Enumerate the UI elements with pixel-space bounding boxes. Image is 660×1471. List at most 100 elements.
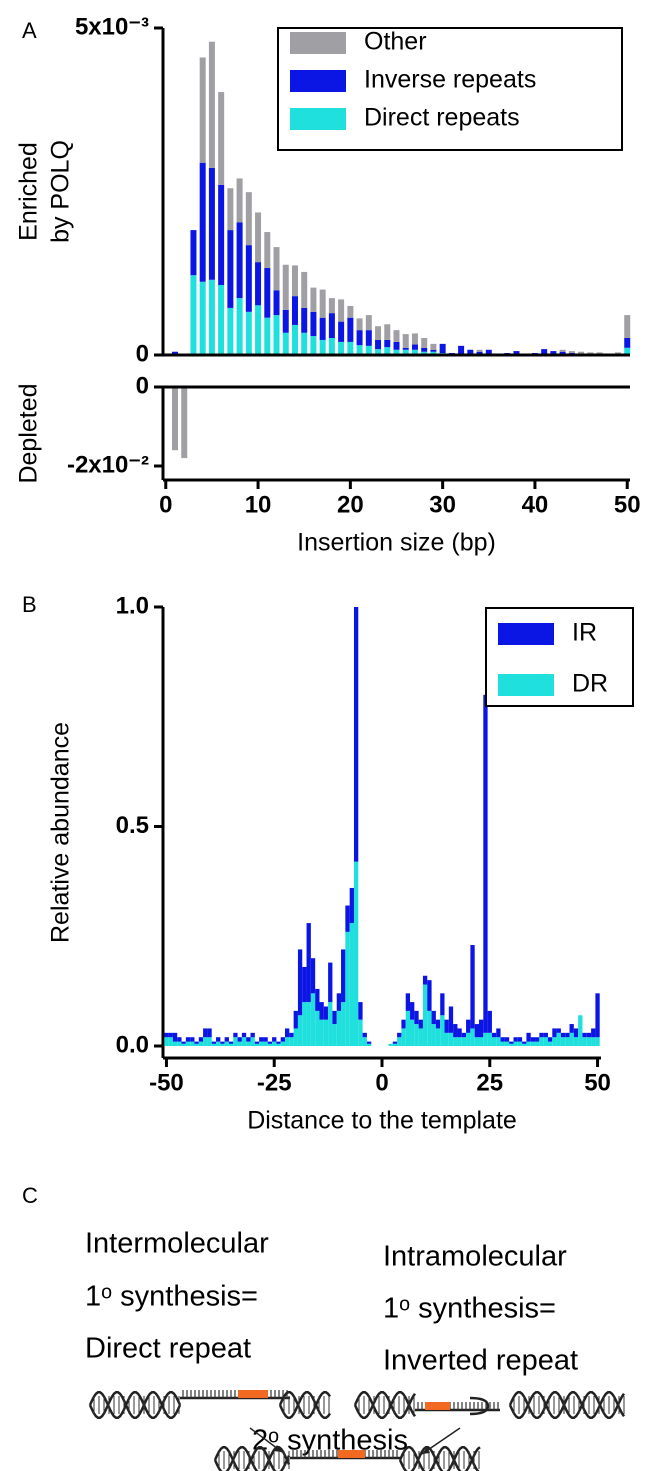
bar-segment <box>228 1043 234 1046</box>
bar-segment <box>550 351 557 355</box>
bar-segment <box>282 332 289 355</box>
bar-segment <box>332 1010 337 1025</box>
bar-segment <box>414 1024 419 1046</box>
bar-segment <box>255 305 262 355</box>
bar-segment <box>264 268 271 318</box>
bar-segment <box>411 349 418 355</box>
bar-segment <box>353 607 359 862</box>
bar-segment <box>483 694 488 1033</box>
bar-segment <box>208 41 215 168</box>
bar-segment <box>448 1032 454 1046</box>
bar-segment <box>328 1002 333 1046</box>
bar-segment <box>259 1041 264 1046</box>
bar-segment <box>552 1028 557 1038</box>
bar-segment <box>595 993 600 1038</box>
bar-segment <box>227 188 234 231</box>
bar-segment <box>422 975 428 985</box>
bar-segment <box>267 1043 273 1046</box>
bar-segment <box>530 1037 536 1042</box>
bar-segment <box>578 351 585 354</box>
bar-segment <box>164 1032 169 1038</box>
bar-segment <box>347 341 354 355</box>
bar-segment <box>487 1010 492 1033</box>
bar-segment <box>435 1019 441 1029</box>
bar-segment <box>291 324 298 355</box>
bar-segment <box>289 1037 294 1046</box>
bar-segment <box>435 1028 441 1046</box>
dna-loop <box>469 1396 490 1416</box>
diagram-text: Intramolecular <box>383 1241 567 1273</box>
bar-segment <box>421 347 428 352</box>
x-tick-label: 0 <box>159 491 172 518</box>
bar-segment <box>556 1032 561 1046</box>
bar-segment <box>405 1010 411 1046</box>
diagram-text: Inverted repeat <box>383 1345 578 1377</box>
dna-strand <box>88 1390 182 1420</box>
bar-segment <box>535 1037 540 1042</box>
bar-segment <box>227 307 234 355</box>
bar-segment <box>250 1032 255 1038</box>
bar-segment <box>181 1043 186 1046</box>
dna-strand <box>213 1445 291 1471</box>
bar-segment <box>569 1032 574 1046</box>
bar-segment <box>393 341 400 350</box>
bar-segment <box>539 1037 544 1046</box>
bar-segment <box>245 245 252 312</box>
bar-segment <box>255 212 262 263</box>
bar-segment <box>401 1019 406 1029</box>
bar-segment <box>328 337 335 355</box>
bar-segment <box>358 1019 363 1046</box>
bar-segment <box>393 330 400 342</box>
bar-segment <box>273 247 280 291</box>
bar-segment <box>198 1041 204 1046</box>
repeat-mark <box>338 1450 365 1458</box>
x-tick-label: 20 <box>337 491 364 518</box>
bar-segment <box>282 264 289 310</box>
bar-segment <box>491 1032 497 1038</box>
bar-segment <box>547 1037 553 1042</box>
bar-segment <box>467 349 474 354</box>
legend-swatch <box>498 674 554 696</box>
bar-segment <box>384 347 391 355</box>
bar-segment <box>356 345 363 355</box>
bar-segment <box>241 1037 247 1046</box>
bar-segment <box>347 317 354 342</box>
bar-segment <box>405 993 411 1011</box>
bar-segment <box>172 1041 178 1046</box>
bar-segment <box>285 1028 290 1038</box>
bar-segment <box>375 339 382 350</box>
bar-segment <box>198 1037 204 1042</box>
bar-segment <box>207 1037 212 1046</box>
bar-segment <box>301 332 308 355</box>
bar-segment <box>430 343 437 350</box>
bar-segment <box>220 1041 225 1044</box>
y-tick-label: 5x10⁻³ <box>75 13 149 40</box>
y-tick-label: 0 <box>136 340 149 367</box>
bar-segment <box>237 1037 242 1042</box>
bar-segment <box>500 1041 505 1046</box>
bar-segment <box>332 1024 337 1046</box>
bar-segment <box>509 1041 514 1044</box>
bar-segment <box>218 92 225 185</box>
bar-segment <box>228 1041 234 1044</box>
bar-segment <box>418 1019 423 1029</box>
bar-segment <box>181 1041 186 1044</box>
bar-segment <box>458 345 465 354</box>
bar-segment <box>328 313 335 338</box>
bar-segment <box>560 1037 566 1046</box>
bar-segment <box>535 1041 540 1046</box>
bar-segment <box>517 1037 523 1042</box>
y-tick-label: 0.0 <box>116 1031 149 1058</box>
bar-segment <box>365 345 372 355</box>
bar-segment <box>302 966 307 1003</box>
bar-segment <box>453 1037 458 1046</box>
bar-segment <box>319 1002 324 1020</box>
bar-segment <box>530 1041 536 1046</box>
bar-segment <box>582 1032 587 1038</box>
arrow <box>421 1427 461 1455</box>
bar-segment <box>556 1028 561 1033</box>
bar-segment <box>392 1043 398 1046</box>
bar-segment <box>208 167 215 280</box>
bar-segment <box>431 1024 436 1046</box>
bar-segment <box>513 351 520 355</box>
